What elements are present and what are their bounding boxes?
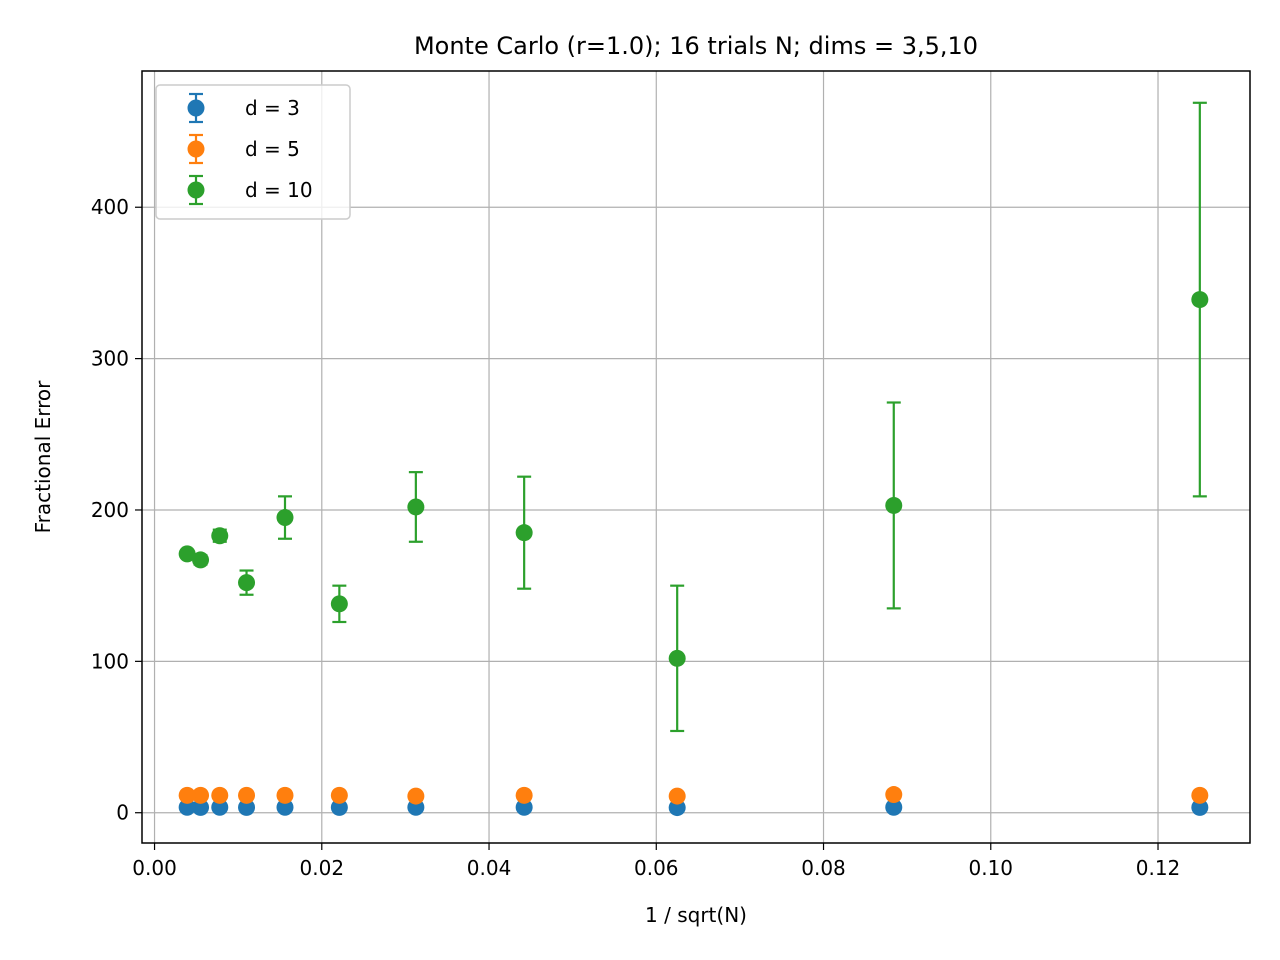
y-tick-label: 100 — [91, 649, 129, 673]
data-point — [276, 798, 294, 816]
legend-marker — [187, 99, 205, 117]
legend-box — [155, 84, 351, 220]
data-point — [668, 787, 686, 805]
data-point — [238, 798, 256, 816]
x-tick-label: 0.10 — [969, 856, 1014, 880]
data-point — [885, 798, 903, 816]
data-point — [276, 509, 294, 527]
legend-label: d = 5 — [245, 137, 300, 161]
legend-marker — [187, 140, 205, 158]
y-tick-label: 400 — [91, 195, 129, 219]
legend-marker — [187, 181, 205, 199]
data-point — [407, 498, 425, 516]
data-point — [1191, 786, 1209, 804]
x-tick-label: 0.06 — [634, 856, 679, 880]
data-point — [192, 551, 210, 569]
grid — [142, 71, 1250, 843]
legend-label: d = 10 — [245, 178, 313, 202]
data-point — [211, 527, 229, 545]
data-point — [330, 595, 348, 613]
data-point — [407, 787, 425, 805]
data-point — [192, 798, 210, 816]
data-point — [178, 545, 196, 563]
data-point — [178, 798, 196, 816]
data-point — [515, 798, 533, 816]
data-point — [178, 786, 196, 804]
series-group — [178, 101, 1209, 733]
x-tick-label: 0.04 — [467, 856, 512, 880]
data-point — [238, 574, 256, 592]
data-point — [1191, 291, 1209, 309]
x-tick-label: 0.02 — [300, 856, 345, 880]
x-tick-label: 0.00 — [132, 856, 177, 880]
data-point — [885, 496, 903, 514]
data-point — [238, 786, 256, 804]
data-series — [178, 101, 1209, 817]
y-tick-label: 200 — [91, 498, 129, 522]
data-point — [330, 798, 348, 816]
legend: d = 3 d = 5 d = 10 — [155, 84, 351, 220]
data-point — [211, 786, 229, 804]
legend-label: d = 3 — [245, 96, 300, 120]
chart-title: Monte Carlo (r=1.0); 16 trials N; dims =… — [414, 32, 978, 60]
plot-frame — [141, 70, 1251, 844]
series-group — [178, 786, 1209, 805]
x-axis-label: 1 / sqrt(N) — [645, 903, 747, 927]
data-point — [885, 786, 903, 804]
data-point — [211, 798, 229, 816]
data-point — [515, 786, 533, 804]
y-tick-label: 300 — [91, 347, 129, 371]
x-tick-label: 0.12 — [1136, 856, 1181, 880]
data-point — [1191, 798, 1209, 816]
data-point — [276, 786, 294, 804]
series-group — [178, 798, 1209, 817]
data-point — [192, 786, 210, 804]
x-tick-label: 0.08 — [801, 856, 846, 880]
axis-ticks: 0.00 0.02 0.04 0.06 0.08 0.10 0.12 0 100 200 300 40… — [91, 195, 1180, 880]
data-point — [515, 524, 533, 542]
data-point — [668, 649, 686, 667]
data-point — [330, 786, 348, 804]
y-tick-label: 0 — [116, 801, 129, 825]
y-axis-label: Fractional Error — [31, 380, 55, 534]
